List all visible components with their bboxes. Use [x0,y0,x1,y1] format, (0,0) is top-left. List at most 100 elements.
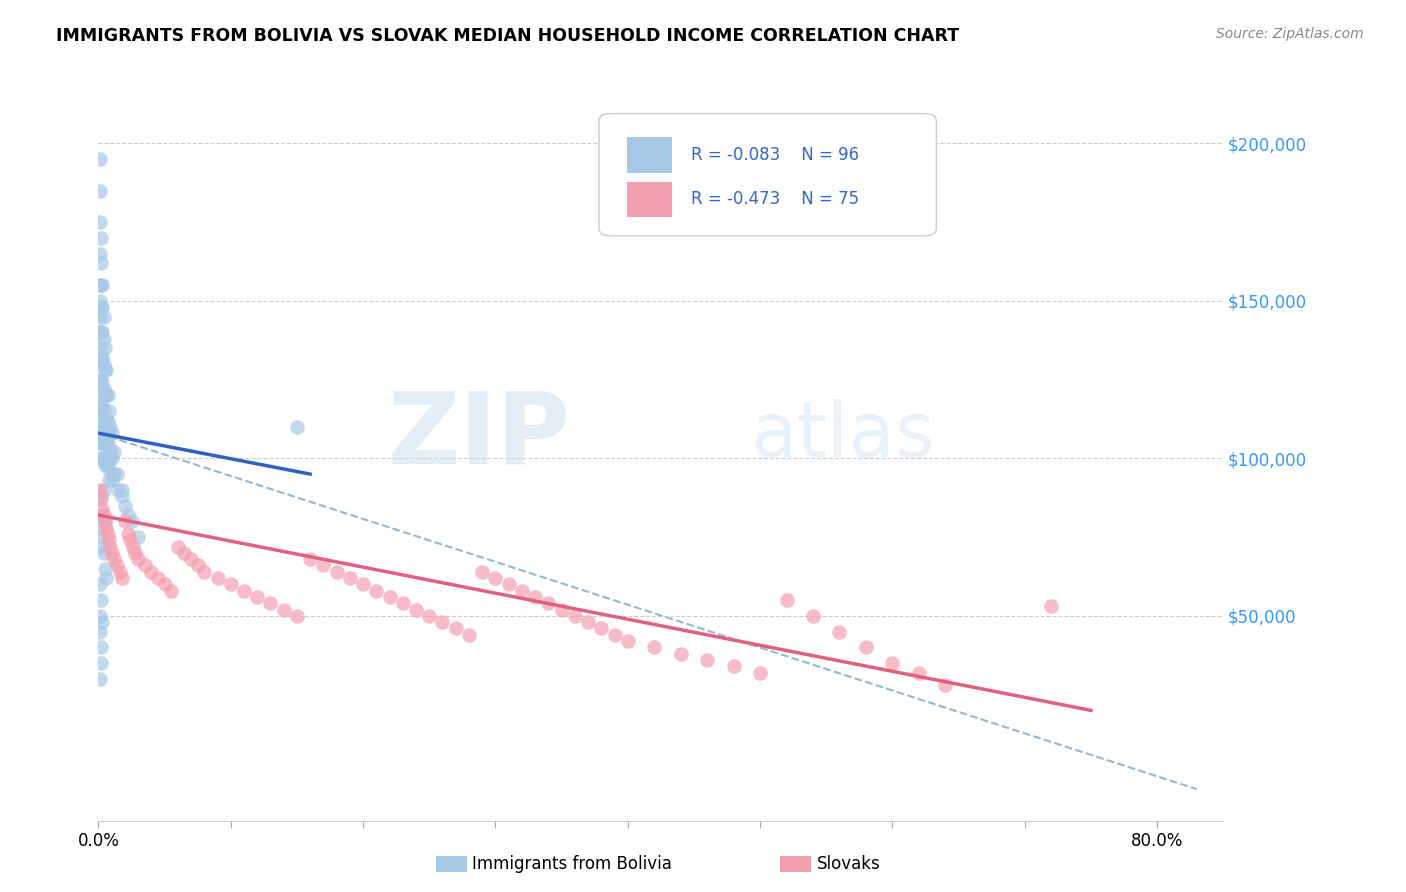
Point [121,514,143,528]
Point [91,426,114,441]
Point [97,458,120,472]
Text: R = -0.473    N = 75: R = -0.473 N = 75 [692,191,859,209]
Point [207,571,229,585]
Point [391,596,413,610]
Point [90,489,112,503]
Point [89,373,111,387]
Point [94,435,117,450]
Point [97,435,120,450]
Point [98,464,121,478]
Point [93,310,115,324]
Point [233,583,256,598]
Point [91,451,114,466]
Point [96,435,118,450]
Point [352,577,374,591]
Point [103,552,125,566]
Point [93,483,115,497]
Point [89,310,111,324]
Point [97,527,120,541]
Point [591,622,613,636]
Point [259,596,281,610]
Point [98,451,121,466]
Point [127,552,149,566]
Point [124,546,146,560]
Point [98,442,121,456]
Text: Source: ZipAtlas.com: Source: ZipAtlas.com [1216,27,1364,41]
Point [882,656,904,670]
Point [537,596,560,610]
Point [98,426,121,441]
Point [90,300,112,314]
Point [93,426,115,441]
Point [91,508,114,522]
Point [111,571,134,585]
Point [89,608,111,623]
Text: Slovaks: Slovaks [817,855,880,873]
Point [90,413,112,427]
Point [173,546,195,560]
Point [90,357,112,371]
Point [378,590,401,604]
Point [94,363,117,377]
Point [855,640,877,655]
Point [100,426,122,441]
Point [91,615,114,629]
Point [93,382,115,396]
Point [96,571,118,585]
Point [643,640,665,655]
Point [91,351,114,365]
Point [96,521,118,535]
Point [285,608,308,623]
Point [108,565,131,579]
Point [117,527,139,541]
Point [89,435,111,450]
Point [89,184,111,198]
Point [93,332,115,346]
Point [90,640,112,655]
Point [90,373,112,387]
FancyBboxPatch shape [599,113,936,235]
Point [91,300,114,314]
Point [828,624,851,639]
Point [285,420,308,434]
Point [96,413,118,427]
FancyBboxPatch shape [627,137,672,173]
Point [117,508,139,522]
Point [89,215,111,229]
Point [908,665,931,680]
Point [111,489,134,503]
Text: R = -0.083    N = 96: R = -0.083 N = 96 [692,146,859,164]
Point [90,256,112,270]
Point [90,388,112,402]
Point [180,552,202,566]
Point [153,577,176,591]
Point [111,483,134,497]
Point [510,583,533,598]
Point [90,435,112,450]
Point [696,653,718,667]
Point [405,602,427,616]
Point [98,404,121,418]
Point [127,530,149,544]
Point [146,571,169,585]
Point [103,445,125,459]
FancyBboxPatch shape [627,182,672,218]
Point [90,394,112,409]
Point [90,326,112,340]
Point [94,388,117,402]
Point [93,404,115,418]
Point [97,388,120,402]
Point [934,678,956,692]
Point [299,552,322,566]
Point [134,558,156,573]
Point [91,451,114,466]
Point [1040,599,1063,614]
Point [90,278,112,293]
Point [100,451,122,466]
Point [616,634,638,648]
Text: ZIP: ZIP [388,387,571,484]
Point [576,615,599,629]
Text: IMMIGRANTS FROM BOLIVIA VS SLOVAK MEDIAN HOUSEHOLD INCOME CORRELATION CHART: IMMIGRANTS FROM BOLIVIA VS SLOVAK MEDIAN… [56,27,959,45]
Point [187,558,209,573]
Point [141,565,163,579]
